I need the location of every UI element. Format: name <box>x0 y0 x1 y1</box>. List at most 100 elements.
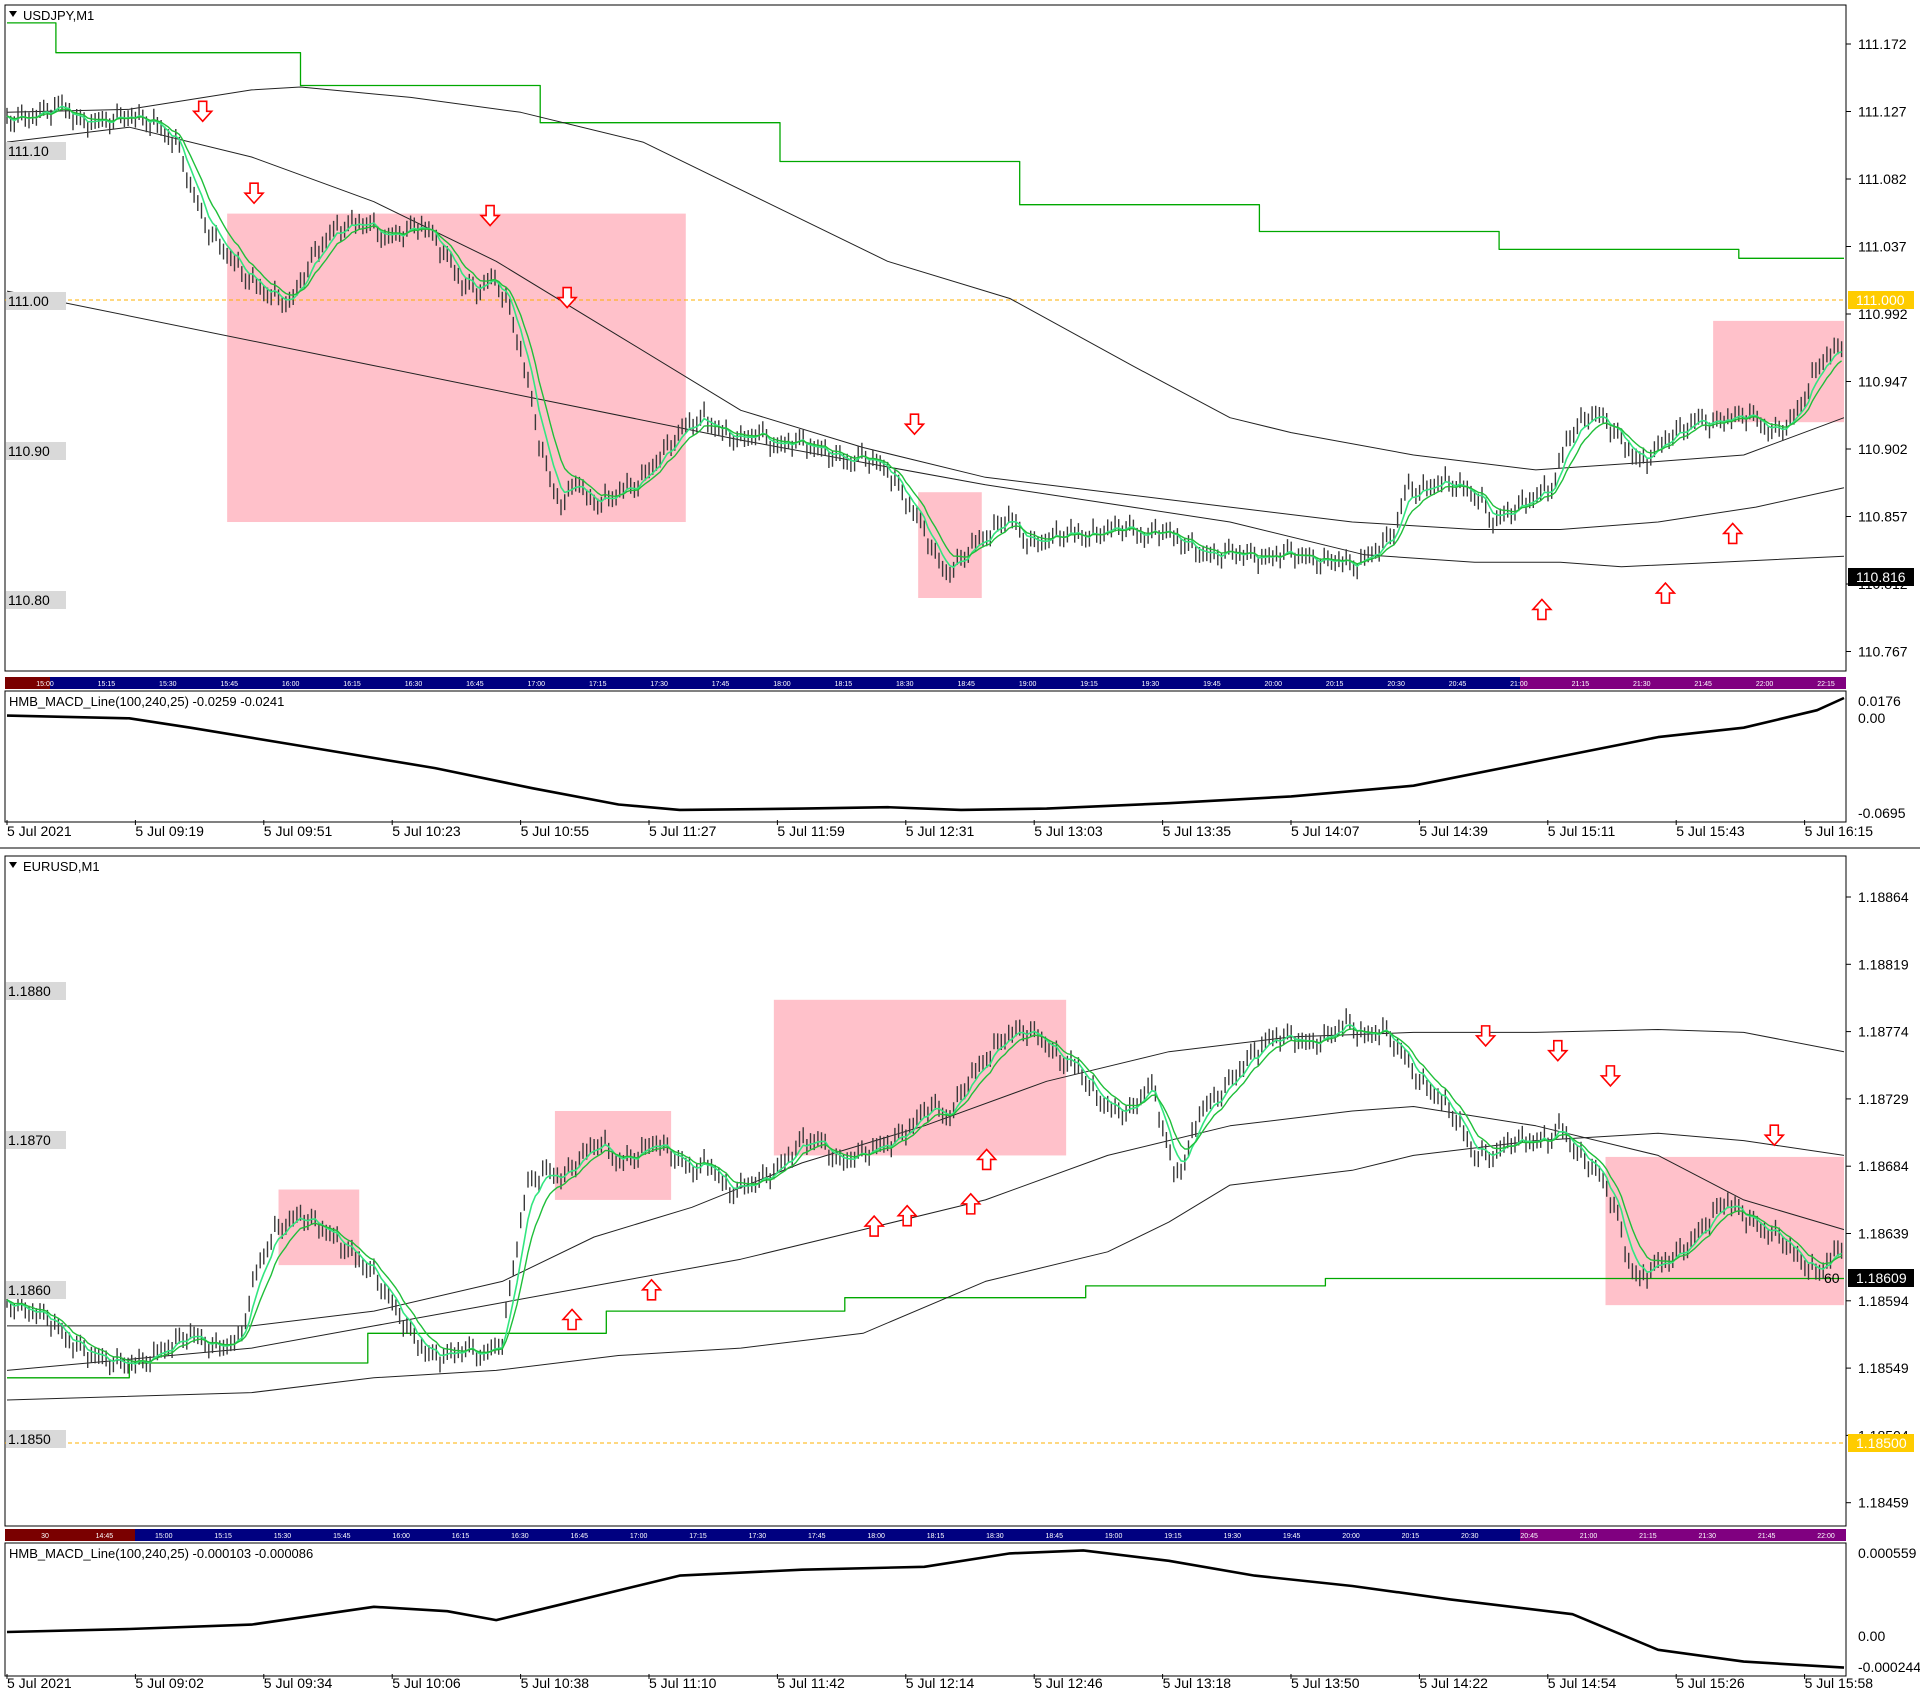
level-label: 1.1880 <box>8 983 51 999</box>
time-tick-label: 5 Jul 16:15 <box>1805 823 1874 839</box>
session-time-label: 19:45 <box>1203 681 1221 688</box>
session-time-label: 15:00 <box>155 1533 173 1540</box>
session-time-label: 18:00 <box>867 1533 885 1540</box>
sell-arrow-icon <box>1547 1039 1569 1062</box>
sell-arrow-icon <box>1599 1065 1622 1088</box>
usdjpy-macd-label: HMB_MACD_Line(100,240,25) -0.0259 -0.024… <box>9 694 284 709</box>
level-label-box <box>6 1430 66 1448</box>
level-label-box <box>6 1281 66 1299</box>
usdjpy-panel[interactable]: 15:00 15:15 15:30 15:45 16:00 16:15 16:30 16:45… <box>4 4 1914 839</box>
price-tick-label: 111.127 <box>1858 104 1907 120</box>
collapse-triangle-icon[interactable] <box>9 862 17 868</box>
session-time-label: 20:45 <box>1520 1533 1538 1540</box>
collapse-triangle-icon[interactable] <box>9 11 17 17</box>
current-price-label: 1.18609 <box>1856 1270 1907 1286</box>
eurusd-symbol-label: EURUSD,M1 <box>23 859 100 874</box>
macd-tick-label: -0.0695 <box>1858 805 1906 821</box>
session-time-label: 20:30 <box>1387 681 1405 688</box>
time-tick-label: 5 Jul 11:59 <box>777 823 845 839</box>
session-time-label: 21:30 <box>1699 1533 1717 1540</box>
macd-tick-label: 0.00 <box>1858 1628 1885 1644</box>
price-tick-label: 111.037 <box>1858 239 1907 255</box>
session-time-label: 21:45 <box>1694 681 1712 688</box>
macd-tick-label: 0.0176 <box>1858 693 1901 709</box>
middle-moving-average <box>6 1106 1845 1371</box>
session-time-label: 20:30 <box>1461 1533 1479 1540</box>
fast-ema-line <box>6 105 1842 569</box>
eurusd-session-bar-start <box>5 1529 135 1541</box>
session-time-label: 21:30 <box>1633 681 1651 688</box>
eurusd-macd-area[interactable] <box>4 1542 1847 1677</box>
session-time-label: 16:15 <box>343 681 361 688</box>
usdjpy-price-axis[interactable]: 111.172 111.127 111.082 111.037 110.992 110.9… <box>1845 5 1914 671</box>
session-time-label: 20:00 <box>1342 1533 1360 1540</box>
time-tick-label: 5 Jul 13:50 <box>1291 1675 1360 1691</box>
session-time-label: 18:30 <box>896 681 914 688</box>
buy-arrow-icon <box>1531 598 1553 621</box>
upper-moving-average <box>6 86 1845 471</box>
price-tick-label: 1.18549 <box>1858 1360 1909 1376</box>
sell-arrow-icon <box>556 286 578 309</box>
session-time-label: 22:00 <box>1756 681 1774 688</box>
eurusd-price-axis[interactable]: 1.18864 1.18819 1.18774 1.18729 1.18684 1.186… <box>1824 856 1914 1526</box>
session-time-label: 16:00 <box>392 1533 410 1540</box>
eurusd-symbol-header[interactable]: EURUSD,M1 <box>9 859 100 874</box>
eurusd-session-labels: 30 14:45 15:00 15:15 15:30 15:45 16:00 16:15 16:… <box>41 1533 1835 1540</box>
session-time-label: 15:15 <box>214 1533 232 1540</box>
session-time-label: 19:45 <box>1283 1533 1301 1540</box>
macd-line <box>6 1549 1845 1669</box>
level-label: 1.1850 <box>8 1431 51 1447</box>
session-time-label: 17:30 <box>749 1533 767 1540</box>
current-price-box <box>1848 568 1914 586</box>
session-time-label: 21:15 <box>1572 681 1590 688</box>
usdjpy-macd-area[interactable] <box>4 690 1847 823</box>
price-tick-label: 1.18774 <box>1858 1024 1909 1040</box>
level-label: 111.00 <box>8 293 49 309</box>
buy-arrow-icon <box>1721 522 1744 545</box>
session-time-label: 15:30 <box>159 681 177 688</box>
session-time-label: 18:30 <box>986 1533 1004 1540</box>
highlight-zone <box>1605 1156 1844 1306</box>
price-tick-label: 110.902 <box>1858 441 1908 457</box>
session-time-label: 18:15 <box>927 1533 945 1540</box>
time-tick-label: 5 Jul 13:18 <box>1163 1675 1232 1691</box>
usdjpy-chart-series <box>5 22 1846 621</box>
level-price-label: 111.000 <box>1856 292 1905 308</box>
time-tick-label: 5 Jul 10:06 <box>392 1675 461 1691</box>
session-time-label: 15:30 <box>274 1533 292 1540</box>
buy-arrow-icon <box>896 1204 918 1227</box>
sell-arrow-icon <box>243 182 265 205</box>
session-time-label: 19:30 <box>1142 681 1160 688</box>
session-time-label: 14:45 <box>96 1533 114 1540</box>
session-time-label: 21:00 <box>1580 1533 1598 1540</box>
time-tick-label: 5 Jul 11:10 <box>649 1675 717 1691</box>
price-tick-label: 111.082 <box>1858 171 1907 187</box>
sell-arrow-icon <box>903 413 926 436</box>
level-label: 1.1870 <box>8 1132 51 1148</box>
eurusd-panel[interactable]: 30 14:45 15:00 15:15 15:30 15:45 16:00 16:15 16:… <box>4 855 1920 1691</box>
usdjpy-level-labels: 111.10 111.00 110.90 110.80 <box>6 142 66 609</box>
session-time-label: 17:15 <box>589 681 607 688</box>
slow-ema-line <box>6 108 1843 565</box>
price-tick-label: 110.947 <box>1858 374 1908 390</box>
session-time-label: 15:45 <box>220 681 238 688</box>
session-time-label: 16:45 <box>466 681 484 688</box>
session-time-label: 18:45 <box>957 681 975 688</box>
eurusd-level-labels: 1.1880 1.1870 1.1860 1.1850 <box>6 982 66 1448</box>
session-time-label: 17:15 <box>689 1533 707 1540</box>
eurusd-session-bar-end <box>1520 1529 1846 1541</box>
price-tick-label: 111.172 <box>1858 36 1907 52</box>
time-tick-label: 5 Jul 09:02 <box>135 1675 204 1691</box>
time-tick-label: 5 Jul 15:11 <box>1548 823 1616 839</box>
time-tick-label: 5 Jul 2021 <box>7 823 72 839</box>
upper-moving-average <box>7 1029 1845 1327</box>
session-time-label: 17:45 <box>712 681 730 688</box>
step-level-line <box>7 1277 1844 1379</box>
current-price-box <box>1848 1269 1914 1287</box>
middle-moving-average <box>6 126 1845 530</box>
session-time-label: 19:00 <box>1019 681 1037 688</box>
price-tick-label: 1.18639 <box>1858 1226 1909 1242</box>
session-time-label: 20:15 <box>1402 1533 1420 1540</box>
usdjpy-symbol-header[interactable]: USDJPY,M1 <box>9 8 94 23</box>
level-label: 111.10 <box>8 143 49 159</box>
